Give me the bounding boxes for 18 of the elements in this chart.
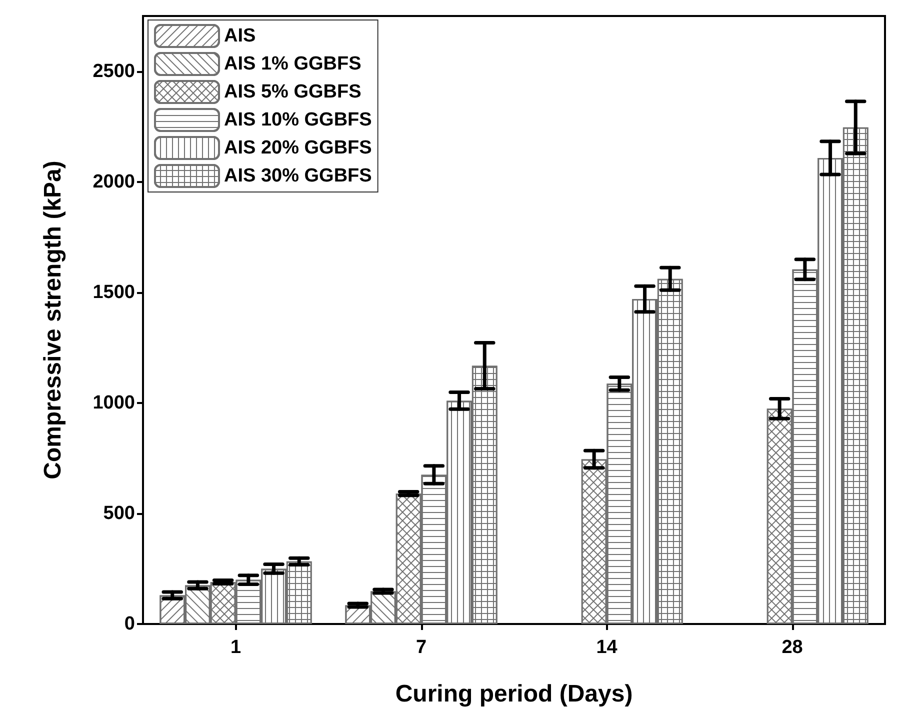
legend-label: AIS 30% GGBFS bbox=[224, 166, 372, 186]
legend-label: AIS bbox=[224, 26, 256, 46]
x-tick-label: 7 bbox=[416, 637, 427, 658]
x-tick-label: 14 bbox=[596, 637, 618, 658]
y-tick-label: 500 bbox=[103, 502, 135, 524]
x-axis-title: Curing period (Days) bbox=[395, 680, 633, 708]
y-tick-label: 2000 bbox=[92, 171, 135, 192]
legend-label: AIS 5% GGBFS bbox=[224, 82, 362, 102]
y-tick-label: 0 bbox=[124, 614, 135, 634]
x-tick-label: 28 bbox=[782, 637, 803, 658]
legend-label: AIS 1% GGBFS bbox=[224, 54, 362, 74]
legend-label: AIS 10% GGBFS bbox=[224, 110, 372, 130]
y-axis-title: Compressive strength (kPa) bbox=[40, 160, 66, 480]
y-tick-label: 1500 bbox=[92, 282, 135, 303]
y-tick-label: 1000 bbox=[92, 392, 135, 414]
legend-label: AIS 20% GGBFS bbox=[224, 138, 372, 158]
y-tick-label: 2500 bbox=[92, 60, 135, 82]
x-tick-label: 1 bbox=[230, 637, 242, 658]
